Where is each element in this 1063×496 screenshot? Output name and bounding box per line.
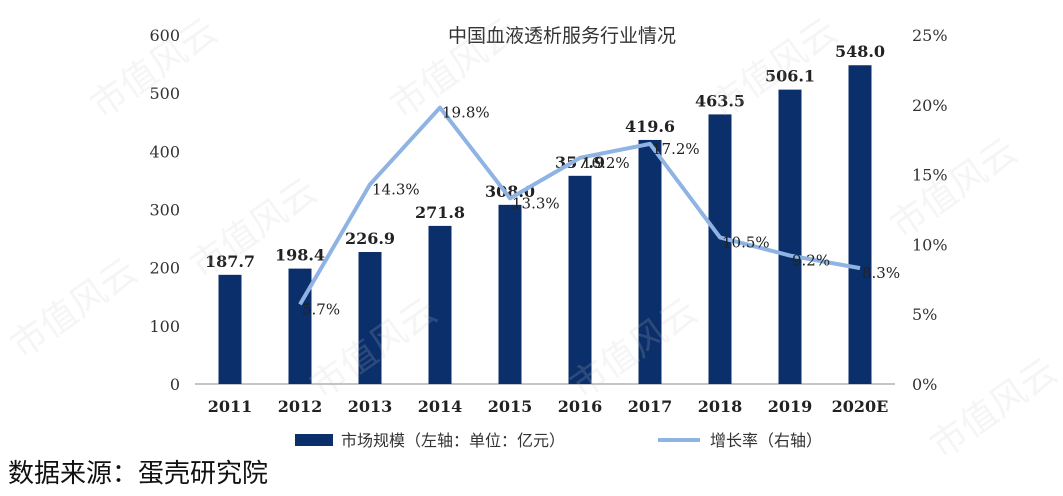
right-tick-label: 5% — [912, 305, 937, 324]
legend: 市场规模（左轴：单位：亿元） 增长率（右轴） — [295, 431, 822, 450]
growth-line — [298, 105, 861, 306]
bar-value-label: 187.7 — [205, 252, 255, 271]
x-tick-label: 2018 — [698, 397, 743, 416]
left-tick-label: 100 — [149, 317, 180, 336]
right-tick-label: 10% — [912, 235, 948, 254]
bar-value-label: 226.9 — [345, 229, 395, 248]
left-tick-label: 300 — [149, 201, 180, 220]
line-value-label: 14.3% — [372, 180, 420, 198]
legend-bar-label: 市场规模（左轴：单位：亿元） — [341, 431, 565, 450]
line-value-label: 10.5% — [722, 233, 770, 251]
bar — [358, 252, 382, 384]
bar — [218, 274, 242, 384]
x-axis-ticks: 2011 2012 2013 2014 2015 2016 2017 2018 2019 2020… — [208, 397, 889, 416]
line-value-label: 19.8% — [442, 104, 490, 122]
bar-value-label: 419.6 — [625, 117, 675, 136]
x-tick-label: 2019 — [768, 397, 813, 416]
line-labels: 5.7% 14.3% 19.8% 13.3% 16.2% 17.2% 10.5% 9.2% 8.… — [302, 104, 900, 319]
line-value-label: 9.2% — [792, 252, 830, 270]
x-tick-label: 2017 — [628, 397, 673, 416]
right-tick-label: 20% — [912, 96, 948, 115]
x-tick-label: 2011 — [208, 397, 253, 416]
bar — [638, 139, 662, 384]
bar-value-label: 271.8 — [415, 203, 465, 222]
line-value-label: 17.2% — [652, 140, 700, 158]
bar — [848, 65, 872, 384]
left-tick-label: 200 — [149, 259, 180, 278]
legend-line-label: 增长率（右轴） — [710, 431, 822, 450]
left-tick-label: 400 — [149, 142, 180, 161]
left-tick-label: 600 — [149, 26, 180, 45]
line-value-label: 13.3% — [512, 194, 560, 212]
right-axis-ticks: 0% 5% 10% 15% 20% 25% — [912, 26, 948, 394]
x-tick-label: 2016 — [558, 397, 603, 416]
x-tick-label: 2012 — [278, 397, 323, 416]
bar — [288, 268, 312, 384]
x-tick-label: 2020E — [832, 397, 889, 416]
x-tick-label: 2015 — [488, 397, 533, 416]
x-tick-label: 2013 — [348, 397, 393, 416]
left-tick-label: 0 — [170, 375, 180, 394]
bar — [498, 204, 522, 384]
bar-value-label: 198.4 — [275, 246, 325, 265]
line-value-label: 5.7% — [302, 300, 340, 318]
source-note: 数据来源：蛋壳研究院 — [8, 459, 269, 489]
bar — [568, 175, 592, 384]
legend-bar-swatch — [295, 434, 333, 446]
right-tick-label: 0% — [912, 375, 937, 394]
left-tick-label: 500 — [149, 84, 180, 103]
bar — [708, 114, 732, 385]
left-axis-ticks: 0 100 200 300 400 500 600 — [149, 26, 180, 394]
line-value-label: 8.3% — [862, 264, 900, 282]
bar-value-label: 506.1 — [765, 67, 815, 86]
bar-labels: 187.7 198.4226.9271.8308.0357.9419.6463.5… — [205, 42, 885, 271]
right-tick-label: 25% — [912, 26, 948, 45]
chart-title: 中国血液透析服务行业情况 — [448, 25, 676, 47]
line-value-label: 16.2% — [582, 154, 630, 172]
bar-value-label: 463.5 — [695, 91, 745, 110]
bar — [778, 89, 802, 384]
right-tick-label: 15% — [912, 166, 948, 185]
bar-series — [218, 65, 872, 385]
bar — [428, 225, 452, 384]
line-series — [298, 105, 861, 306]
bar-value-label: 308.0 — [485, 182, 535, 201]
bar-value-label: 548.0 — [835, 42, 885, 61]
x-tick-label: 2014 — [418, 397, 463, 416]
